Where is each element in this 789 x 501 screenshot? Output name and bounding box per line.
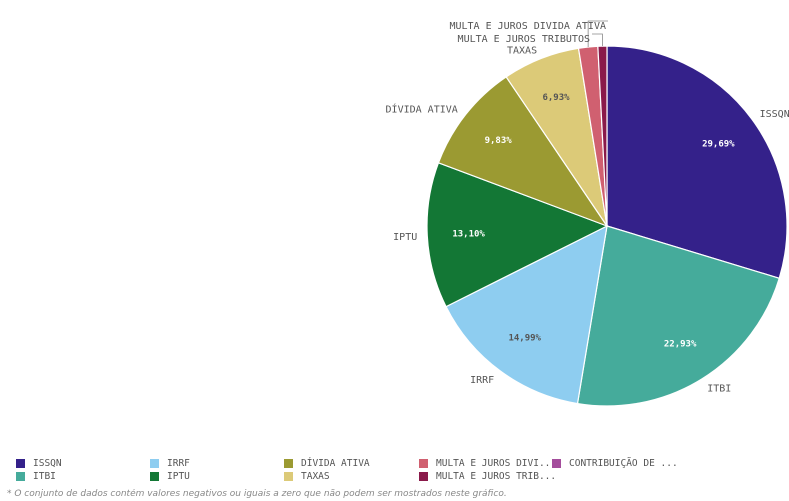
legend-item-issqn[interactable]: ISSQN (16, 457, 62, 469)
slice-label-itbi: ITBI (707, 383, 731, 394)
pie-slice-iptu[interactable] (426, 162, 609, 308)
chart-footnote: * O conjunto de dados contém valores neg… (7, 489, 507, 499)
pct-label-iptu: 13,10% (452, 229, 485, 239)
legend-item-multa-e-juros-divi[interactable]: MULTA E JUROS DIVI... (419, 457, 556, 469)
slice-label-multa-e-juros-tributos: MULTA E JUROS TRIBUTOS (458, 34, 590, 45)
legend-item-taxas[interactable]: TAXAS (284, 470, 330, 482)
leader-line-multa-e-juros-divida-ativa (587, 20, 608, 47)
legend-item-iptu[interactable]: IPTU (150, 470, 190, 482)
legend-label: IPTU (167, 470, 190, 482)
legend-swatch (284, 471, 293, 481)
pct-label-issqn: 29,69% (702, 139, 735, 149)
slice-label-multa-e-juros-divida-ativa: MULTA E JUROS DIVIDA ATIVA (449, 21, 606, 32)
pct-label-taxas: 6,93% (542, 93, 570, 103)
legend-swatch (284, 458, 293, 468)
legend-swatch (552, 458, 561, 468)
slice-label-issqn: ISSQN (760, 109, 789, 120)
legend-label: CONTRIBUIÇÃO DE ... (569, 457, 678, 469)
legend-swatch (419, 458, 428, 468)
legend-label: DÍVIDA ATIVA (301, 457, 370, 469)
slice-label-iptu: IPTU (393, 232, 417, 243)
slice-label-divida-ativa: DÍVIDA ATIVA (386, 102, 458, 115)
pie-slice-divida-ativa[interactable] (437, 76, 609, 228)
legend-swatch (16, 471, 25, 481)
pct-label-irrf: 14,99% (508, 334, 541, 344)
legend-item-irrf[interactable]: IRRF (150, 457, 190, 469)
legend-label: ISSQN (33, 457, 62, 469)
leader-line-multa-e-juros-tributos (592, 33, 603, 47)
legend-swatch (16, 458, 25, 468)
pct-label-itbi: 22,93% (664, 340, 697, 350)
pie-slice-itbi[interactable] (576, 225, 780, 407)
legend-label: TAXAS (301, 470, 330, 482)
legend-swatch (150, 471, 159, 481)
legend-label: MULTA E JUROS TRIB... (436, 470, 557, 482)
slice-label-taxas: TAXAS (507, 45, 537, 56)
legend-item-contribuicao-de[interactable]: CONTRIBUIÇÃO DE ... (552, 457, 678, 469)
pie-slice-irrf[interactable] (445, 224, 608, 405)
legend-swatch (150, 458, 159, 468)
legend-item-multa-e-juros-trib[interactable]: MULTA E JUROS TRIB... (419, 470, 556, 482)
slice-label-irrf: IRRF (470, 375, 494, 386)
legend-label: MULTA E JUROS DIVI... (436, 457, 557, 469)
legend-item-divida-ativa[interactable]: DÍVIDA ATIVA (284, 457, 370, 469)
pie-slice-issqn[interactable] (606, 45, 788, 280)
legend-label: IRRF (167, 457, 190, 469)
pie-slice-multa-e-juros-tributos[interactable] (597, 45, 608, 227)
legend-swatch (419, 471, 428, 481)
pie-chart: 29,69% ISSQN 22,93% ITBI 14,99% IRRF 13,10% IPT… (386, 20, 789, 407)
pct-label-divida-ativa: 9,83% (485, 136, 513, 146)
legend-label: ITBI (33, 470, 56, 482)
legend-item-itbi[interactable]: ITBI (16, 470, 56, 482)
chart-legend: ISSQN ITBI IRRF IPTU DÍVIDA ATIVA TAXAS MULTA … (16, 457, 756, 487)
